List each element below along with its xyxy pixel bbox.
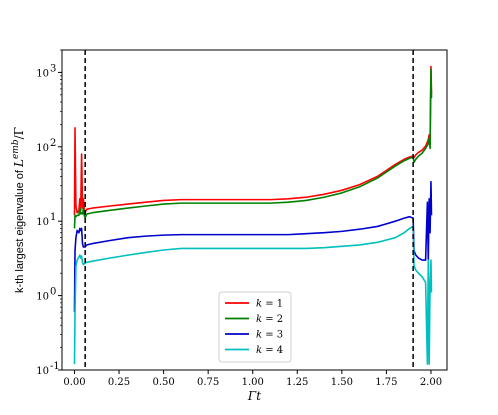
x-axis-title: Γt <box>247 389 261 403</box>
x-tick-label: 0.25 <box>108 377 130 388</box>
y-tick-exponent: 1 <box>50 212 56 223</box>
y-tick-label: 10 <box>36 292 49 303</box>
legend: k = 1 k = 2 k = 3 k = 4 <box>218 291 292 363</box>
x-tick-label: 2.00 <box>420 377 442 388</box>
x-tick-label: 1.00 <box>242 377 264 388</box>
y-tick-exponent: -1 <box>50 361 60 372</box>
y-axis-title-suffix: /Γ <box>12 127 26 139</box>
y-tick-label: 10 <box>36 143 49 154</box>
y-tick-label: 10 <box>36 366 49 377</box>
y-tick-label: 10 <box>36 217 49 228</box>
legend-label-k3: k = 3 <box>256 330 283 341</box>
series-line-k3 <box>73 180 433 313</box>
plot-frame <box>61 49 448 371</box>
y-axis-title: k-th largest eigenvalue of Lemb/Γ <box>11 127 26 293</box>
y-tick-exponent: 0 <box>50 287 56 298</box>
x-tick-label: 1.50 <box>331 377 353 388</box>
y-axis-title-prefix: k-th largest eigenvalue of <box>14 167 26 293</box>
vline-layer <box>84 50 414 370</box>
x-tick-label: 0.00 <box>63 377 85 388</box>
legend-label-k1: k = 1 <box>256 299 283 310</box>
x-tick-label: 0.50 <box>152 377 174 388</box>
legend-label-k2: k = 2 <box>256 314 283 325</box>
y-tick-label: 10 <box>36 68 49 79</box>
legend-label-k4: k = 4 <box>256 345 283 356</box>
x-tick-label: 0.75 <box>197 377 219 388</box>
series-layer <box>73 65 433 365</box>
y-axis-title-var: L <box>12 159 26 168</box>
series-line-k1 <box>73 65 433 216</box>
series-line-k2 <box>73 68 433 229</box>
x-tick-label: 1.75 <box>375 377 397 388</box>
series-line-k4 <box>73 225 433 365</box>
legend-frame <box>218 291 292 363</box>
y-tick-exponent: 3 <box>50 63 56 74</box>
y-tick-exponent: 2 <box>50 138 56 149</box>
x-axis-ticks: 0.00 0.25 0.50 0.75 1.00 1.25 1.50 1.75 2.00 <box>63 370 442 388</box>
y-axis-title-sup: emb <box>11 139 21 159</box>
x-tick-label: 1.25 <box>286 377 308 388</box>
